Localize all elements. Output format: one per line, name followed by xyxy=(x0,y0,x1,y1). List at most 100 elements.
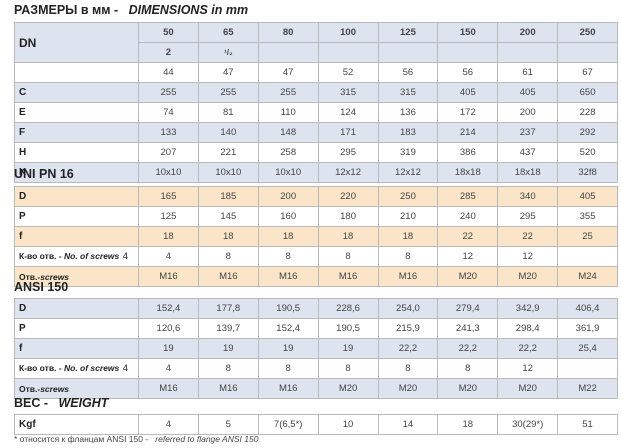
table-cell: 315 xyxy=(378,82,439,103)
table-cell: 8 xyxy=(198,246,259,267)
row-label: C xyxy=(14,82,139,103)
table-cell: 52 xyxy=(318,62,379,83)
table-cell: 8 xyxy=(318,358,379,379)
table-cell: 19 xyxy=(198,338,259,359)
table-cell: 145 xyxy=(198,206,259,227)
table-cell: 340 xyxy=(497,186,559,207)
table-cell: 32f8 xyxy=(557,162,618,183)
table-cell: 81 xyxy=(198,102,259,123)
table-row: K 10x10 10x10 10x10 12x12 12x12 18x18 18… xyxy=(14,162,618,183)
table-cell: M24 xyxy=(557,266,618,287)
table-cell: 12 xyxy=(497,246,559,267)
inch-cell xyxy=(497,42,559,63)
table-cell: 520 xyxy=(557,142,618,163)
table-cell: 200 xyxy=(258,186,319,207)
table-cell: 148 xyxy=(258,122,319,143)
table-cell: 405 xyxy=(497,82,559,103)
base-row: 44 47 47 52 56 56 61 67 xyxy=(14,62,618,83)
ansi-table: D 152,4 177,8 190,5 228,6 254,0 279,4 34… xyxy=(14,298,618,399)
table-cell: 386 xyxy=(437,142,499,163)
dn-cell: 150 xyxy=(437,22,499,43)
table-cell: 18 xyxy=(318,226,379,247)
row-label: D xyxy=(14,298,139,319)
table-cell: 298,4 xyxy=(497,318,559,339)
table-cell: 18 xyxy=(437,414,499,435)
weight-label: Kgf xyxy=(14,414,139,435)
table-cell: M22 xyxy=(557,378,618,399)
screws-first: 4 xyxy=(122,251,128,262)
table-cell: 8 xyxy=(437,358,499,379)
holes-label-en: screws xyxy=(40,271,70,282)
dn-label: DN xyxy=(14,22,139,63)
table-cell: 18x18 xyxy=(497,162,559,183)
table-cell: 4 xyxy=(138,358,199,379)
table-row: H 207 221 258 295 319 386 437 520 xyxy=(14,142,618,163)
table-cell: 172 xyxy=(437,102,499,123)
table-cell: 61 xyxy=(497,62,559,83)
table-row: E 74 81 110 124 136 172 200 228 xyxy=(14,102,618,123)
table-cell: M16 xyxy=(138,266,199,287)
inch-cell: 2 xyxy=(138,42,199,63)
table-cell: M16 xyxy=(138,378,199,399)
footnote-en: referred to flange ANSI 150 xyxy=(155,434,259,444)
table-cell: M20 xyxy=(497,378,559,399)
table-cell: 22,2 xyxy=(437,338,499,359)
table-cell: M20 xyxy=(318,378,379,399)
table-cell: 319 xyxy=(378,142,439,163)
table-cell: 8 xyxy=(378,246,439,267)
table-cell: 4 xyxy=(138,414,199,435)
row-label: E xyxy=(14,102,139,123)
table-cell: 228 xyxy=(557,102,618,123)
table-cell: 18 xyxy=(378,226,439,247)
table-row: P 120,6 139,7 152,4 190,5 215,9 241,3 29… xyxy=(14,318,618,339)
screws-label-en: - No. of screws xyxy=(58,251,120,261)
weight-table: Kgf 4 5 7(6,5*) 10 14 18 30(29*) 51 xyxy=(14,414,618,435)
table-row: D 152,4 177,8 190,5 228,6 254,0 279,4 34… xyxy=(14,298,618,319)
table-cell: 8 xyxy=(318,246,379,267)
table-cell: 19 xyxy=(258,338,319,359)
holes-label-ru: Отв.- xyxy=(19,271,41,282)
dn-cell: 80 xyxy=(258,22,319,43)
table-cell: 152,4 xyxy=(258,318,319,339)
table-row: C 255 255 255 315 315 405 405 650 xyxy=(14,82,618,103)
table-cell: 295 xyxy=(318,142,379,163)
holes-label: Отв.-screws xyxy=(14,266,139,287)
table-cell: 183 xyxy=(378,122,439,143)
table-cell: 67 xyxy=(557,62,618,83)
table-cell: 255 xyxy=(198,82,259,103)
table-cell: 214 xyxy=(437,122,499,143)
table-cell: 22 xyxy=(497,226,559,247)
table-cell: 165 xyxy=(138,186,199,207)
dn-cell: 65 xyxy=(198,22,259,43)
table-cell xyxy=(557,246,618,267)
screws-first: 4 xyxy=(122,363,128,374)
footnote-ru: * относится к фланцам ANSI 150 - xyxy=(14,434,149,444)
table-cell: 8 xyxy=(378,358,439,379)
table-cell: 190,5 xyxy=(318,318,379,339)
dn-cell: 50 xyxy=(138,22,199,43)
footnote: * относится к фланцам ANSI 150 - referre… xyxy=(14,434,258,444)
table-cell: 10x10 xyxy=(258,162,319,183)
table-cell: 241,3 xyxy=(437,318,499,339)
table-cell: 240 xyxy=(437,206,499,227)
table-cell: 8 xyxy=(258,246,319,267)
table-row: P 125 145 160 180 210 240 295 355 xyxy=(14,206,618,227)
table-cell: 133 xyxy=(138,122,199,143)
table-cell: 10x10 xyxy=(198,162,259,183)
weight-heading: ВЕС - WEIGHT xyxy=(14,396,108,410)
table-cell: 12x12 xyxy=(378,162,439,183)
table-cell: 210 xyxy=(378,206,439,227)
table-cell: 140 xyxy=(198,122,259,143)
table-cell: 160 xyxy=(258,206,319,227)
table-cell: 406,4 xyxy=(557,298,618,319)
screws-label-ru: К-во отв. xyxy=(19,363,57,373)
base-label xyxy=(14,62,139,83)
table-cell: M20 xyxy=(378,378,439,399)
table-row: f 19 19 19 19 22,2 22,2 22,2 25,4 xyxy=(14,338,618,359)
screws-label-en: - No. of screws xyxy=(58,363,120,373)
table-cell: 5 xyxy=(198,414,259,435)
table-cell: 292 xyxy=(557,122,618,143)
table-cell: 124 xyxy=(318,102,379,123)
table-cell: 285 xyxy=(437,186,499,207)
table-cell: 44 xyxy=(138,62,199,83)
